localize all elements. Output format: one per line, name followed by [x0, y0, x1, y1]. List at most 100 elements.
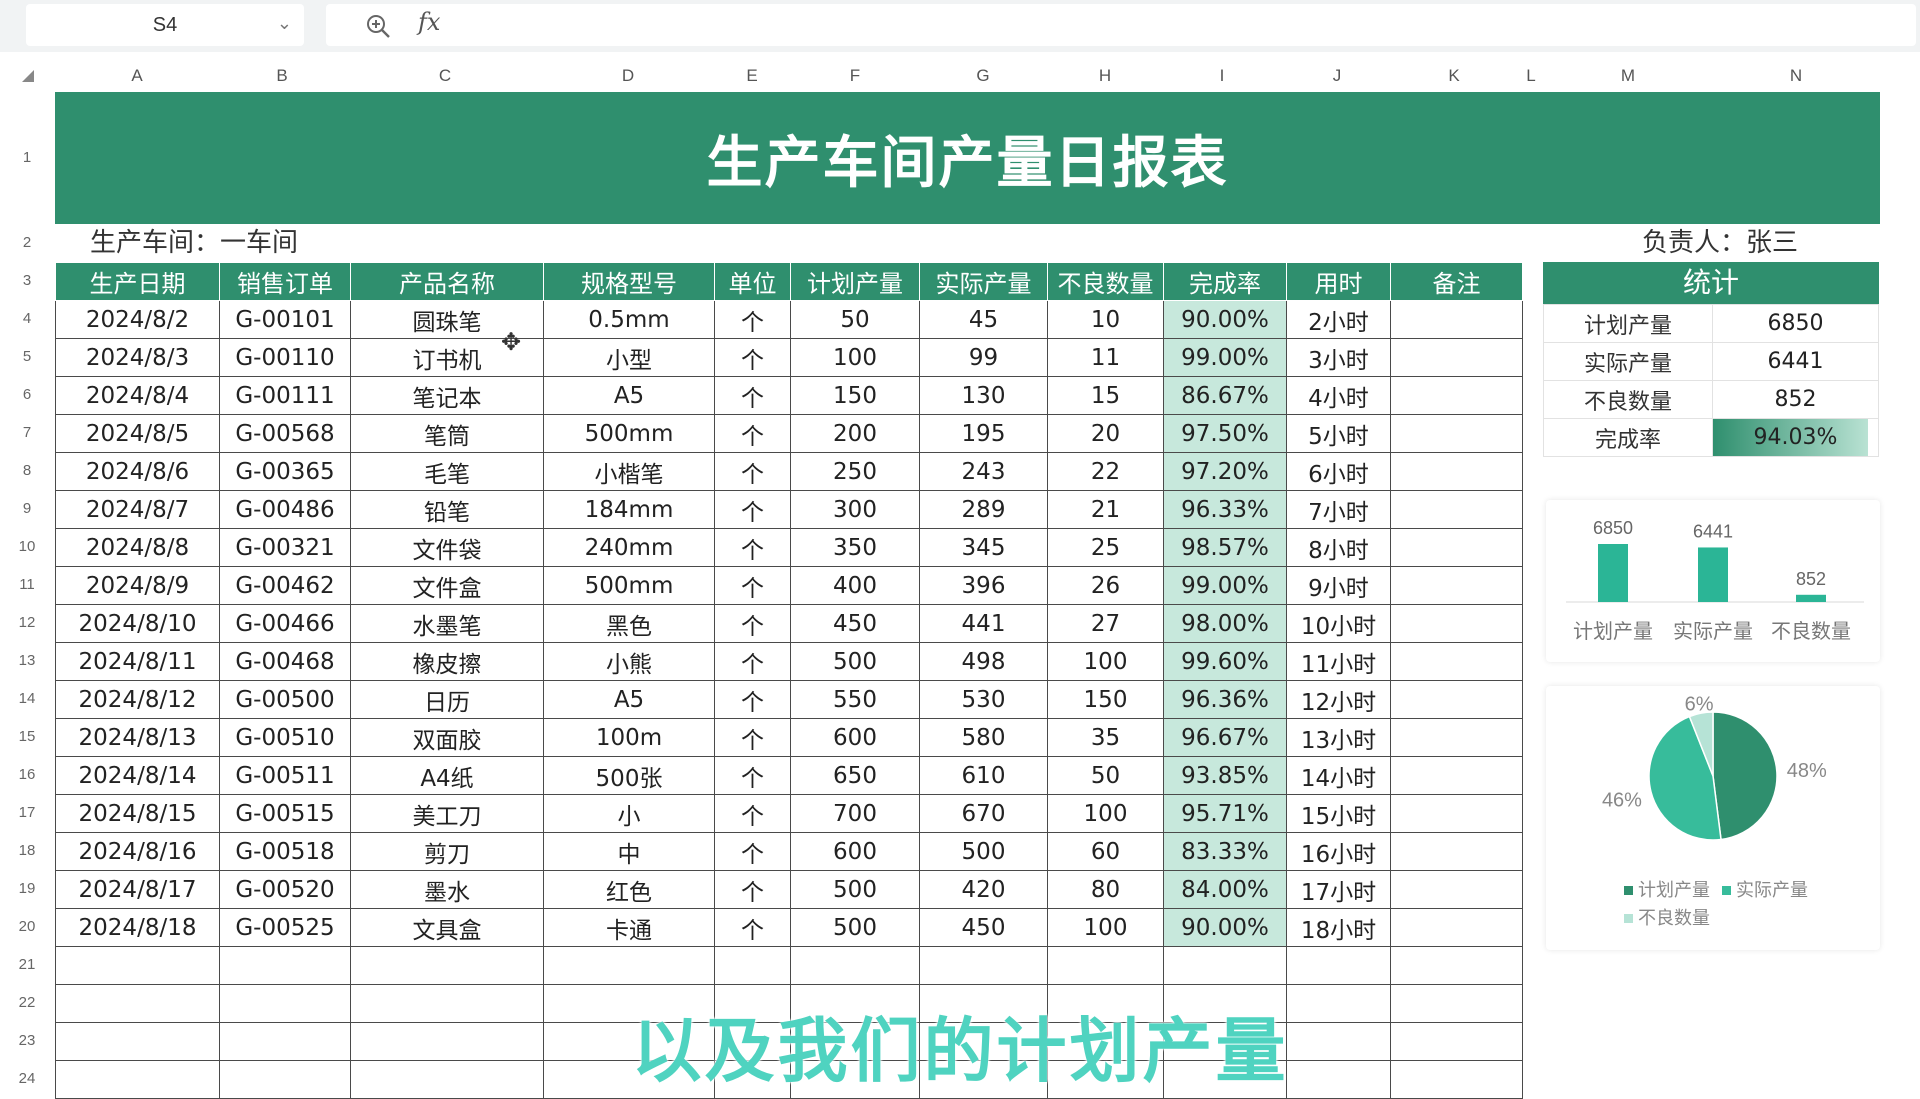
- chevron-down-icon[interactable]: ⌄: [276, 13, 292, 33]
- table-cell[interactable]: 16小时: [1286, 832, 1391, 871]
- table-cell[interactable]: A5: [543, 680, 715, 719]
- table-cell[interactable]: 黑色: [543, 604, 715, 643]
- table-cell[interactable]: 2024/8/9: [55, 566, 220, 605]
- table-cell[interactable]: 12小时: [1286, 680, 1391, 719]
- table-cell[interactable]: A5: [543, 376, 715, 415]
- table-cell[interactable]: G-00101: [219, 300, 351, 339]
- empty-cell[interactable]: [350, 946, 544, 985]
- column-header-f[interactable]: F: [849, 66, 861, 85]
- table-cell[interactable]: 500: [790, 908, 920, 947]
- fx-icon[interactable]: fx: [418, 8, 441, 36]
- table-cell[interactable]: G-00518: [219, 832, 351, 871]
- table-cell[interactable]: 184mm: [543, 490, 715, 529]
- pie-slice-2[interactable]: [1648, 715, 1722, 841]
- table-cell[interactable]: 个: [714, 680, 791, 719]
- table-cell[interactable]: 2024/8/17: [55, 870, 220, 909]
- table-cell[interactable]: 350: [790, 528, 920, 567]
- empty-cell[interactable]: [790, 946, 920, 985]
- empty-cell[interactable]: [1047, 946, 1164, 985]
- table-cell[interactable]: G-00365: [219, 452, 351, 491]
- table-cell[interactable]: 2024/8/8: [55, 528, 220, 567]
- table-cell[interactable]: 289: [919, 490, 1048, 529]
- table-cell[interactable]: 20: [1047, 414, 1164, 453]
- table-cell[interactable]: 个: [714, 452, 791, 491]
- table-cell[interactable]: 个: [714, 908, 791, 947]
- table-cell[interactable]: 水墨笔: [350, 604, 544, 643]
- table-cell[interactable]: 96.67%: [1163, 718, 1287, 757]
- table-cell[interactable]: 0.5mm: [543, 300, 715, 339]
- column-header-g[interactable]: G: [976, 66, 990, 85]
- table-cell[interactable]: 93.85%: [1163, 756, 1287, 795]
- stats-value[interactable]: 94.03%: [1712, 418, 1879, 457]
- empty-cell[interactable]: [55, 984, 220, 1023]
- empty-cell[interactable]: [1286, 1022, 1391, 1061]
- table-cell[interactable]: 个: [714, 414, 791, 453]
- table-cell[interactable]: 530: [919, 680, 1048, 719]
- table-cell[interactable]: 90.00%: [1163, 300, 1287, 339]
- table-cell[interactable]: 橡皮擦: [350, 642, 544, 681]
- table-cell[interactable]: 圆珠笔: [350, 300, 544, 339]
- table-cell[interactable]: 2024/8/18: [55, 908, 220, 947]
- table-cell[interactable]: 600: [790, 832, 920, 871]
- table-cell[interactable]: 个: [714, 756, 791, 795]
- table-cell[interactable]: 双面胶: [350, 718, 544, 757]
- empty-cell[interactable]: [55, 1022, 220, 1061]
- table-cell[interactable]: 17小时: [1286, 870, 1391, 909]
- table-cell[interactable]: 2024/8/14: [55, 756, 220, 795]
- table-cell[interactable]: 个: [714, 832, 791, 871]
- row-header-16[interactable]: 16: [18, 766, 36, 783]
- table-cell[interactable]: 300: [790, 490, 920, 529]
- table-cell[interactable]: 2024/8/7: [55, 490, 220, 529]
- table-cell[interactable]: 日历: [350, 680, 544, 719]
- table-cell[interactable]: 8小时: [1286, 528, 1391, 567]
- empty-cell[interactable]: [219, 1022, 351, 1061]
- table-cell[interactable]: G-00468: [219, 642, 351, 681]
- table-cell[interactable]: 500mm: [543, 414, 715, 453]
- table-cell[interactable]: 400: [790, 566, 920, 605]
- table-cell[interactable]: G-00525: [219, 908, 351, 947]
- table-cell[interactable]: [1390, 338, 1523, 377]
- bar-chart[interactable]: 6850 计划产量 6441 实际产量 852 不良数量: [1546, 500, 1880, 662]
- table-cell[interactable]: [1390, 452, 1523, 491]
- table-cell[interactable]: 个: [714, 490, 791, 529]
- empty-cell[interactable]: [1286, 946, 1391, 985]
- table-cell[interactable]: 2024/8/12: [55, 680, 220, 719]
- table-cell[interactable]: [1390, 832, 1523, 871]
- row-header-2[interactable]: 2: [22, 234, 32, 251]
- table-cell[interactable]: 个: [714, 566, 791, 605]
- table-cell[interactable]: 150: [1047, 680, 1164, 719]
- table-cell[interactable]: G-00511: [219, 756, 351, 795]
- table-cell[interactable]: 6小时: [1286, 452, 1391, 491]
- row-header-4[interactable]: 4: [22, 310, 32, 327]
- table-cell[interactable]: G-00110: [219, 338, 351, 377]
- name-box[interactable]: S4 ⌄: [26, 4, 304, 46]
- pie-chart-card[interactable]: 48% 46% 6% 计划产量 实际产量 不良数量: [1546, 686, 1880, 950]
- table-cell[interactable]: 100: [1047, 642, 1164, 681]
- stats-value[interactable]: 6441: [1712, 342, 1879, 381]
- zoom-icon[interactable]: [364, 12, 392, 40]
- table-cell[interactable]: 9小时: [1286, 566, 1391, 605]
- row-header-17[interactable]: 17: [18, 804, 36, 821]
- table-cell[interactable]: 毛笔: [350, 452, 544, 491]
- table-cell[interactable]: 剪刀: [350, 832, 544, 871]
- column-header-k[interactable]: K: [1448, 66, 1460, 85]
- table-cell[interactable]: 441: [919, 604, 1048, 643]
- table-cell[interactable]: [1390, 528, 1523, 567]
- table-cell[interactable]: 小: [543, 794, 715, 833]
- row-header-9[interactable]: 9: [22, 500, 32, 517]
- table-cell[interactable]: 500张: [543, 756, 715, 795]
- table-cell[interactable]: 11小时: [1286, 642, 1391, 681]
- table-cell[interactable]: 240mm: [543, 528, 715, 567]
- table-cell[interactable]: 550: [790, 680, 920, 719]
- empty-cell[interactable]: [1047, 984, 1164, 1023]
- table-cell[interactable]: [1390, 414, 1523, 453]
- table-cell[interactable]: 2024/8/3: [55, 338, 220, 377]
- table-cell[interactable]: 100: [1047, 794, 1164, 833]
- empty-cell[interactable]: [790, 1022, 920, 1061]
- table-cell[interactable]: 个: [714, 376, 791, 415]
- empty-cell[interactable]: [543, 946, 715, 985]
- table-cell[interactable]: 铅笔: [350, 490, 544, 529]
- table-cell[interactable]: 15小时: [1286, 794, 1391, 833]
- table-cell[interactable]: 2024/8/10: [55, 604, 220, 643]
- row-header-6[interactable]: 6: [22, 386, 32, 403]
